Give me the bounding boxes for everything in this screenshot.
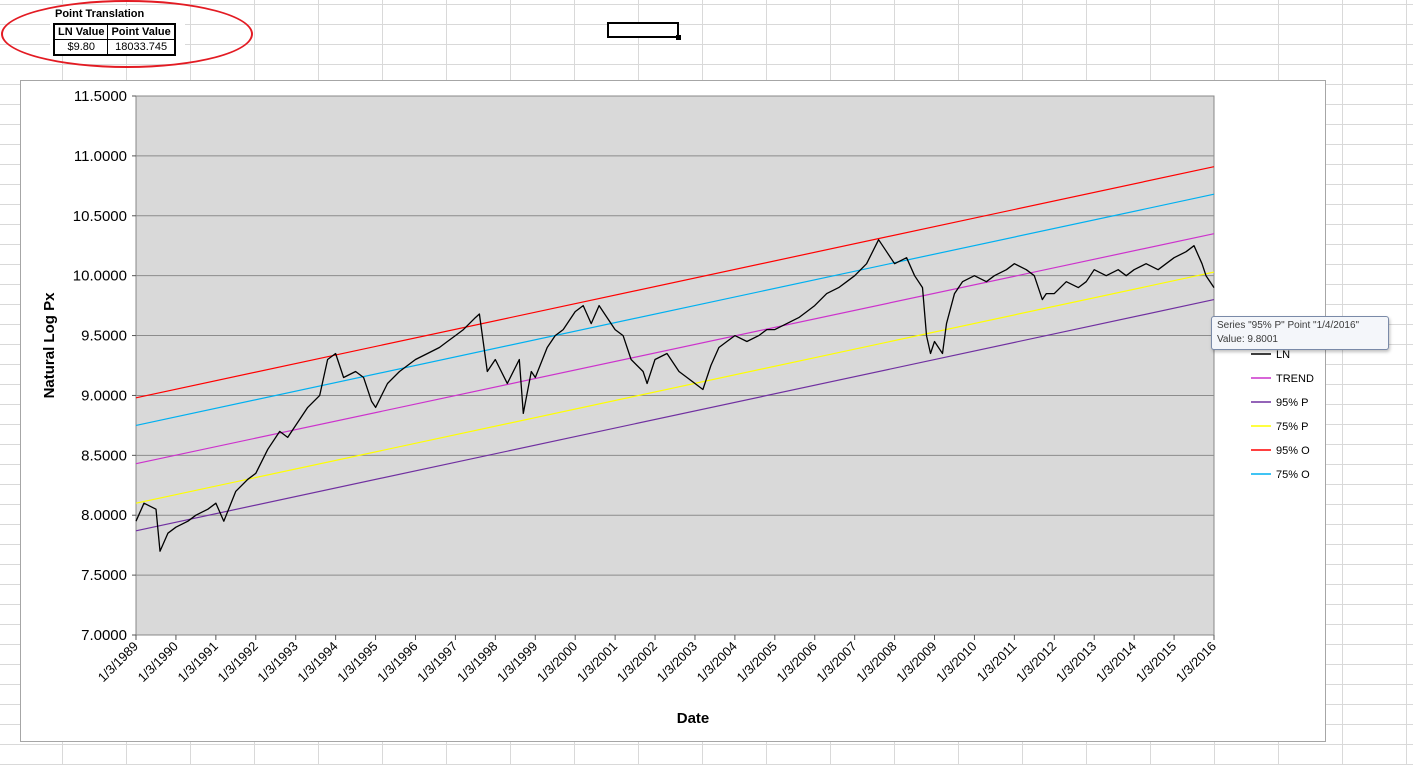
x-tick-label: 1/3/2000 xyxy=(534,639,580,685)
tooltip-series-line: Series "95% P" Point "1/4/2016" xyxy=(1217,320,1360,331)
x-tick-label: 1/3/2007 xyxy=(813,639,859,685)
series-line-trend[interactable] xyxy=(135,233,1215,465)
y-axis-title: Natural Log Px xyxy=(41,292,58,399)
x-tick-label: 1/3/2004 xyxy=(694,639,740,685)
x-tick-label: 1/3/1989 xyxy=(95,639,141,685)
ln-value-header[interactable]: LN Value xyxy=(53,23,109,40)
plot-area[interactable] xyxy=(135,95,1215,636)
tooltip-value-line: Value: 9.8001 xyxy=(1217,334,1278,345)
y-tick-label: 11.0000 xyxy=(74,148,127,165)
x-tick-label: 1/3/2009 xyxy=(893,639,939,685)
y-tick-label: 11.5000 xyxy=(74,88,127,105)
x-tick-label: 1/3/1997 xyxy=(414,639,460,685)
y-tick-label: 8.0000 xyxy=(81,507,127,524)
x-tick-label: 1/3/2016 xyxy=(1173,639,1219,685)
x-tick-label: 1/3/1995 xyxy=(334,639,380,685)
x-tick-label: 1/3/2003 xyxy=(654,639,700,685)
x-tick-label: 1/3/1990 xyxy=(135,639,181,685)
x-tick-label: 1/3/1996 xyxy=(374,639,420,685)
x-tick-label: 1/3/1994 xyxy=(294,639,340,685)
x-tick-label: 1/3/2005 xyxy=(734,639,780,685)
y-tick-label: 7.5000 xyxy=(81,567,127,584)
point-translation-table-box: Point Translation LN Value Point Value $… xyxy=(50,6,185,56)
x-tick-label: 1/3/2015 xyxy=(1133,639,1179,685)
x-tick-label: 1/3/2014 xyxy=(1093,639,1139,685)
x-tick-label: 1/3/2011 xyxy=(974,639,1020,685)
x-tick-label: 1/3/1992 xyxy=(215,639,261,685)
x-tick-label: 1/3/2012 xyxy=(1013,639,1059,685)
chart-area[interactable]: 7.0000 7.5000 8.0000 8.5000 9.0000 9.5000 10.0… xyxy=(20,80,1326,742)
series-line-95-o[interactable] xyxy=(135,166,1215,399)
legend-label-trend[interactable]: TREND xyxy=(1276,373,1314,385)
y-tick-label: 10.0000 xyxy=(73,268,127,285)
x-tick-label: 1/3/2008 xyxy=(853,639,899,685)
point-translation-table: LN Value Point Value $9.80 18033.745 xyxy=(53,23,176,56)
x-tick-label: 1/3/1998 xyxy=(454,639,500,685)
series-tooltip: Series "95% P" Point "1/4/2016" Value: 9… xyxy=(1211,316,1389,350)
x-axis-title: Date xyxy=(677,710,710,727)
x-tick-label: 1/3/1999 xyxy=(494,639,540,685)
legend-label-75-o[interactable]: 75% O xyxy=(1276,469,1310,481)
x-tick-label: 1/3/2013 xyxy=(1053,639,1099,685)
y-tick-label: 9.5000 xyxy=(81,328,127,345)
point-translation-title: Point Translation xyxy=(55,8,145,20)
x-tick-label: 1/3/2002 xyxy=(614,639,660,685)
legend-label-ln[interactable]: LN xyxy=(1276,349,1290,361)
legend-label-95-p[interactable]: 95% P xyxy=(1276,397,1308,409)
series-line-95-p[interactable] xyxy=(135,299,1215,532)
point-value-header[interactable]: Point Value xyxy=(107,23,176,40)
selected-cell[interactable] xyxy=(607,22,681,40)
series-line-ln[interactable] xyxy=(135,239,1215,552)
y-tick-label: 7.0000 xyxy=(81,627,127,644)
series-line-75-p[interactable] xyxy=(135,271,1215,504)
y-tick-label: 10.5000 xyxy=(73,208,127,225)
series-line-75-o[interactable] xyxy=(135,193,1215,426)
legend-label-75-p[interactable]: 75% P xyxy=(1276,421,1308,433)
x-tick-label: 1/3/1991 xyxy=(175,639,221,685)
y-tick-label: 8.5000 xyxy=(81,447,127,464)
line-chart[interactable]: 7.0000 7.5000 8.0000 8.5000 9.0000 9.5000 10.0… xyxy=(21,81,1327,743)
fill-handle[interactable] xyxy=(676,35,681,40)
y-tick-label: 9.0000 xyxy=(81,387,127,404)
legend-label-95-o[interactable]: 95% O xyxy=(1276,445,1310,457)
x-tick-label: 1/3/2006 xyxy=(773,639,819,685)
point-value-cell[interactable]: 18033.745 xyxy=(107,39,176,56)
x-tick-label: 1/3/1993 xyxy=(254,639,300,685)
x-tick-label: 1/3/2010 xyxy=(933,639,979,685)
x-tick-label: 1/3/2001 xyxy=(574,639,620,685)
ln-value-cell[interactable]: $9.80 xyxy=(53,39,109,56)
